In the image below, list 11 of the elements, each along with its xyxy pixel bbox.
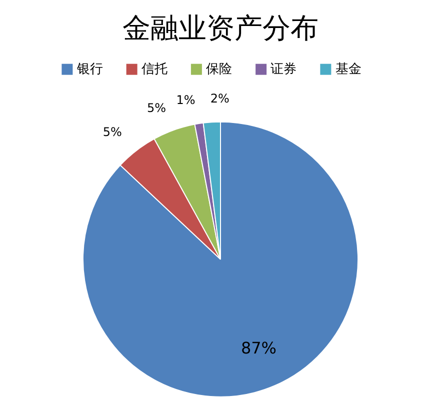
chart-title: 金融业资产分布 (122, 12, 318, 45)
legend-label: 基金 (335, 62, 362, 77)
data-label: 87% (240, 338, 277, 358)
data-label: 5% (102, 125, 122, 140)
data-label: 5% (146, 100, 166, 115)
legend-label: 信托 (141, 62, 168, 77)
legend-label: 保险 (206, 62, 232, 77)
data-label: 1% (176, 93, 196, 108)
data-label: 2% (210, 92, 230, 106)
legend-label: 银行 (76, 62, 103, 77)
legend-label: 证券 (270, 62, 297, 77)
